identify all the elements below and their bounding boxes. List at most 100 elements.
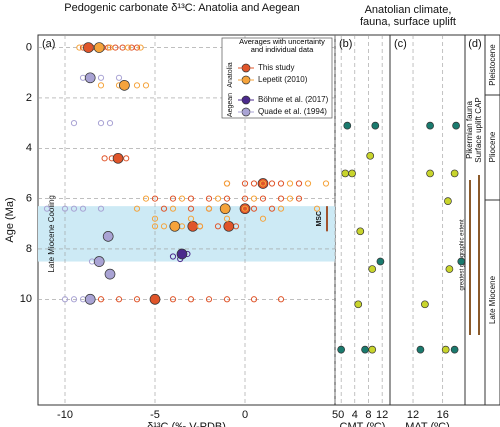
x-axis-label: δ¹³C (‰ V-PDB) xyxy=(147,421,226,427)
band-label: Late Miocene Cooling xyxy=(47,195,56,272)
individual-point xyxy=(133,82,141,89)
individual-point xyxy=(70,205,78,212)
header-subtitle: fauna, surface uplift xyxy=(360,16,456,28)
individual-point xyxy=(137,44,144,51)
legend-entry: This study xyxy=(258,63,294,72)
individual-point xyxy=(151,223,159,230)
individual-point xyxy=(187,195,195,202)
individual-point xyxy=(277,205,285,212)
average-point xyxy=(441,345,450,354)
panel-a-title: Pedogenic carbonate δ¹³C: Anatolia and A… xyxy=(64,2,299,14)
individual-point xyxy=(43,205,51,212)
average-point xyxy=(368,265,377,273)
legend-group: Anatolia xyxy=(227,62,234,87)
individual-point xyxy=(241,180,249,187)
individual-point xyxy=(304,180,312,187)
individual-point xyxy=(123,155,130,162)
y-tick-label: 6 xyxy=(26,193,32,205)
individual-point xyxy=(160,223,168,230)
individual-point xyxy=(214,195,222,202)
legend-title: Averages with uncertainty and individual… xyxy=(239,38,325,54)
y-axis-label: Age (Ma) xyxy=(4,197,16,242)
individual-point xyxy=(241,195,249,202)
epoch-column xyxy=(484,34,500,406)
individual-point xyxy=(205,296,213,303)
individual-point xyxy=(295,195,303,202)
individual-point xyxy=(259,215,267,222)
y-tick-label: 2 xyxy=(26,92,32,104)
individual-point xyxy=(70,296,78,303)
average-point xyxy=(348,169,356,178)
individual-point xyxy=(97,74,105,81)
individual-point xyxy=(160,205,168,212)
epoch-label: Pleistocene xyxy=(488,44,497,86)
average-point xyxy=(219,203,231,215)
individual-point xyxy=(151,215,159,222)
individual-point xyxy=(97,119,105,127)
y-tick-label: 8 xyxy=(26,243,32,255)
msc-label: MSC xyxy=(316,211,323,227)
individual-point xyxy=(187,205,195,212)
x-tick-label: -10 xyxy=(57,409,73,421)
panel-label: (c) xyxy=(394,38,407,50)
average-point xyxy=(426,169,434,178)
individual-point xyxy=(286,195,294,202)
individual-point xyxy=(241,205,249,212)
average-point xyxy=(257,178,269,189)
individual-point xyxy=(313,205,321,212)
x-axis-label: CMT (ºC) xyxy=(340,421,386,427)
individual-point xyxy=(250,195,258,202)
average-point xyxy=(223,220,235,232)
average-point xyxy=(356,227,365,236)
y-tick-label: 0 xyxy=(26,41,32,53)
individual-point xyxy=(259,195,267,202)
individual-point xyxy=(223,215,231,222)
average-point xyxy=(93,42,105,53)
x-tick-label: 12 xyxy=(407,409,419,421)
average-point xyxy=(239,203,251,215)
individual-point xyxy=(70,119,78,127)
average-point xyxy=(450,169,459,178)
individual-point xyxy=(196,223,204,230)
individual-point xyxy=(106,119,114,127)
average-point xyxy=(343,121,352,130)
individual-point xyxy=(250,205,258,212)
individual-point xyxy=(205,205,213,212)
individual-point xyxy=(223,195,231,202)
individual-point xyxy=(76,44,83,51)
uplift-label: Surface uplift CAP xyxy=(474,97,483,162)
individual-point xyxy=(133,205,141,212)
x-tick-label: 16 xyxy=(437,409,449,421)
legend-box xyxy=(221,37,333,119)
average-point xyxy=(354,300,363,309)
individual-point xyxy=(97,296,105,303)
individual-point xyxy=(223,180,231,187)
y-tick-label: 4 xyxy=(26,142,32,154)
x-tick-label: -5 xyxy=(150,409,160,421)
individual-point xyxy=(277,296,285,303)
individual-point xyxy=(79,205,87,212)
legend-entry: Lepetit (2010) xyxy=(258,75,308,84)
individual-point xyxy=(223,296,231,303)
x-tick-label: 12 xyxy=(376,409,388,421)
individual-point xyxy=(105,44,112,51)
legend-entry: Quade et al. (1994) xyxy=(258,107,327,116)
individual-point xyxy=(187,296,195,303)
individual-point xyxy=(250,296,258,303)
individual-point xyxy=(124,44,132,51)
individual-point xyxy=(142,82,150,89)
individual-point xyxy=(277,195,285,202)
individual-point xyxy=(133,44,141,51)
epoch-label: Pliocene xyxy=(488,131,497,162)
individual-point xyxy=(322,180,330,187)
average-point xyxy=(376,257,385,266)
individual-point xyxy=(259,180,267,187)
average-point xyxy=(84,72,96,84)
x-tick-label: 0 xyxy=(338,409,344,421)
individual-point xyxy=(133,296,141,303)
average-point xyxy=(445,265,454,273)
legend-entry: Böhme et al. (2017) xyxy=(258,95,329,104)
data-layer: Late Miocene Cooling MSC xyxy=(38,35,466,405)
panel-label: (a) xyxy=(42,38,55,50)
legend-group: Aegean xyxy=(227,93,234,117)
